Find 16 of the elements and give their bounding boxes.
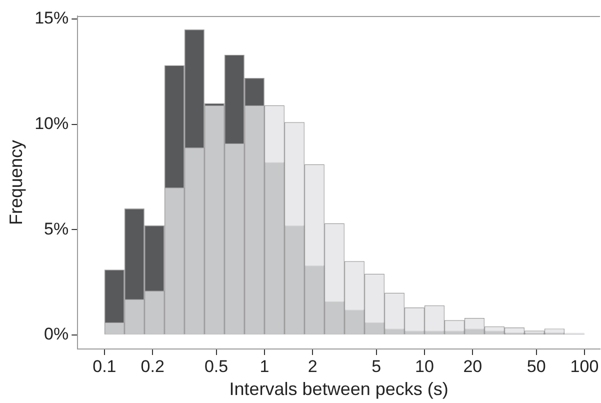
x-tick-label: 0.1	[92, 356, 116, 376]
y-tick-label: 5%	[44, 219, 69, 238]
y-tick-label: 0%	[44, 324, 69, 344]
x-tick-label: 20	[463, 356, 482, 376]
x-tick-label: 10	[415, 356, 434, 376]
x-tick-label: 50	[526, 356, 546, 376]
x-tick-label: 0.2	[140, 356, 164, 376]
y-tick-label: 15%	[34, 8, 69, 28]
x-tick-label: 5	[372, 356, 382, 376]
y-axis-title: Frequency	[6, 140, 26, 226]
x-tick-label: 0.5	[204, 356, 228, 376]
x-tick-label: 1	[260, 356, 270, 376]
x-tick-label: 2	[308, 356, 318, 376]
x-tick-label: 100	[570, 356, 599, 376]
y-tick-label: 10%	[34, 114, 69, 133]
x-axis-title: Intervals between pecks (s)	[229, 379, 448, 400]
